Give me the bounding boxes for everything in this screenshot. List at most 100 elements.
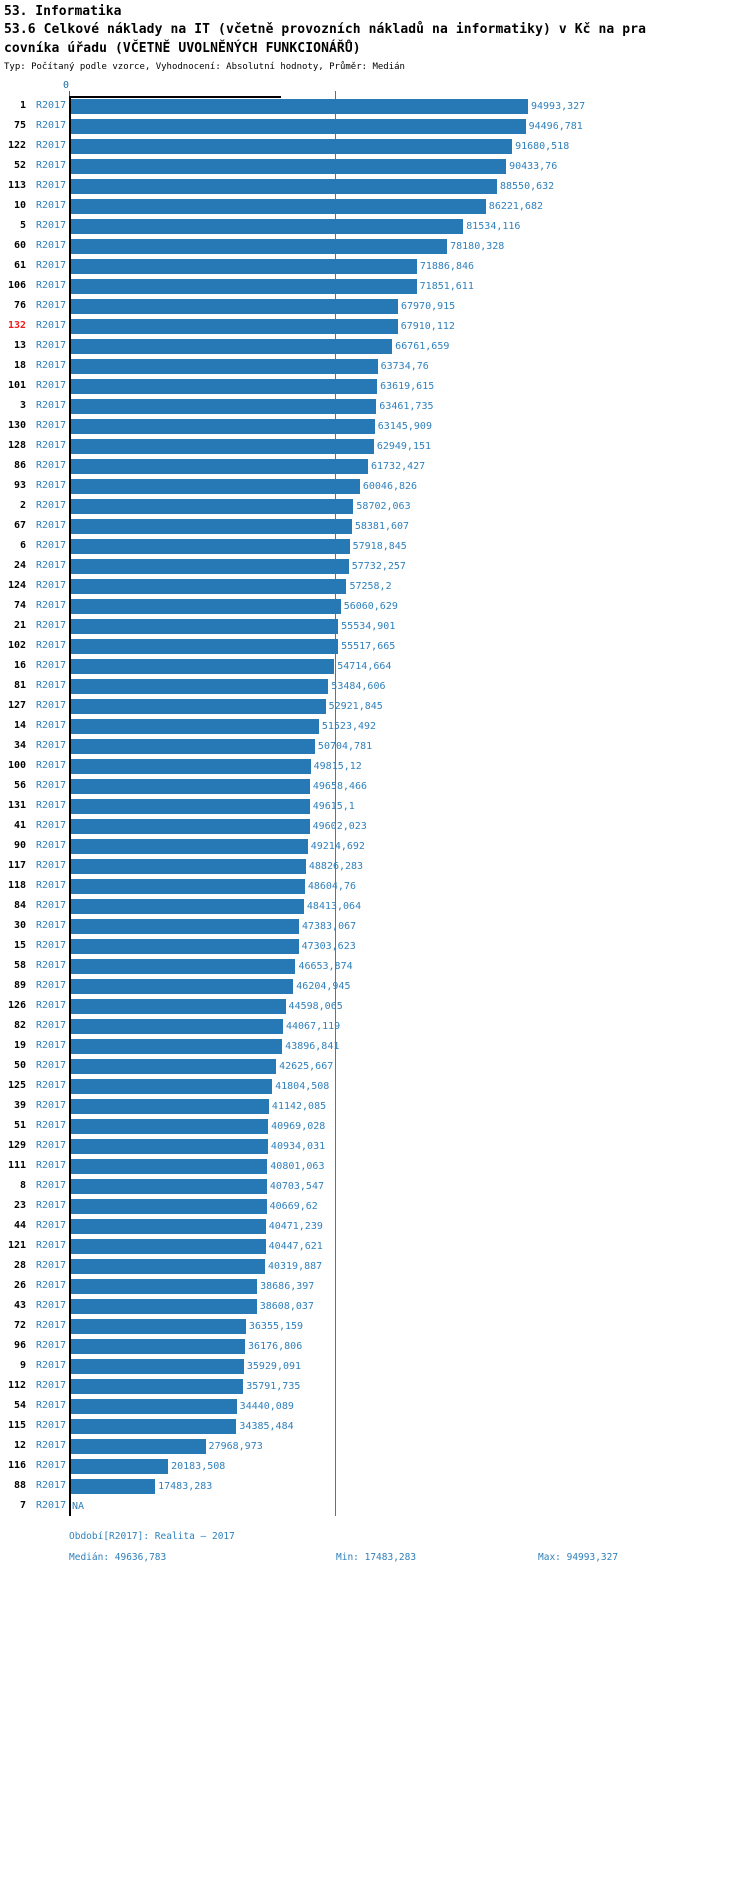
chart-row[interactable]: 21 R2017 55534,901 [0, 616, 750, 636]
row-bar[interactable] [71, 1019, 283, 1034]
chart-row[interactable]: 58 R2017 46653,874 [0, 956, 750, 976]
row-bar[interactable] [71, 179, 497, 194]
row-bar[interactable] [71, 979, 294, 994]
row-bar[interactable] [71, 1219, 266, 1234]
row-bar[interactable] [71, 239, 448, 254]
chart-row[interactable]: 74 R2017 56060,629 [0, 596, 750, 616]
row-bar[interactable] [71, 1459, 169, 1474]
row-bar[interactable] [71, 579, 347, 594]
row-bar[interactable] [71, 639, 339, 654]
chart-row[interactable]: 52 R2017 90433,76 [0, 156, 750, 176]
chart-row[interactable]: 43 R2017 38608,037 [0, 1296, 750, 1316]
row-bar[interactable] [71, 1359, 244, 1374]
row-bar[interactable] [71, 359, 378, 374]
chart-row[interactable]: 122 R2017 91680,518 [0, 136, 750, 156]
row-bar[interactable] [71, 719, 319, 734]
chart-row[interactable]: 61 R2017 71886,846 [0, 256, 750, 276]
row-bar[interactable] [71, 379, 378, 394]
chart-row[interactable]: 39 R2017 41142,085 [0, 1096, 750, 1116]
row-bar[interactable] [71, 399, 377, 414]
row-bar[interactable] [71, 1299, 257, 1314]
chart-row[interactable]: 44 R2017 40471,239 [0, 1216, 750, 1236]
row-bar[interactable] [71, 779, 310, 794]
chart-row[interactable]: 26 R2017 38686,397 [0, 1276, 750, 1296]
row-bar[interactable] [71, 519, 352, 534]
chart-row[interactable]: 96 R2017 36176,806 [0, 1336, 750, 1356]
chart-row[interactable]: 13 R2017 66761,659 [0, 336, 750, 356]
row-bar[interactable] [71, 99, 528, 114]
chart-row[interactable]: 50 R2017 42625,667 [0, 1056, 750, 1076]
row-bar[interactable] [71, 619, 339, 634]
chart-row[interactable]: 106 R2017 71851,611 [0, 276, 750, 296]
row-bar[interactable] [71, 759, 311, 774]
row-bar[interactable] [71, 739, 315, 754]
row-bar[interactable] [71, 819, 310, 834]
chart-row[interactable]: 5 R2017 81534,116 [0, 216, 750, 236]
row-bar[interactable] [71, 1239, 266, 1254]
row-bar[interactable] [71, 279, 417, 294]
row-bar[interactable] [71, 339, 393, 354]
chart-row[interactable]: 51 R2017 40969,028 [0, 1116, 750, 1136]
row-bar[interactable] [71, 319, 398, 334]
row-bar[interactable] [71, 659, 335, 674]
chart-row[interactable]: 9 R2017 35929,091 [0, 1356, 750, 1376]
chart-row[interactable]: 12 R2017 27968,973 [0, 1436, 750, 1456]
row-bar[interactable] [71, 499, 354, 514]
chart-row[interactable]: 128 R2017 62949,151 [0, 436, 750, 456]
chart-row[interactable]: 8 R2017 40703,547 [0, 1176, 750, 1196]
chart-row[interactable]: 115 R2017 34385,484 [0, 1416, 750, 1436]
chart-row[interactable]: 10 R2017 86221,682 [0, 196, 750, 216]
row-bar[interactable] [71, 1099, 269, 1114]
chart-row[interactable]: 129 R2017 40934,031 [0, 1136, 750, 1156]
chart-row[interactable]: 89 R2017 46204,945 [0, 976, 750, 996]
row-bar[interactable] [71, 1399, 237, 1414]
chart-row[interactable]: 101 R2017 63619,615 [0, 376, 750, 396]
chart-row[interactable]: 121 R2017 40447,621 [0, 1236, 750, 1256]
row-bar[interactable] [71, 599, 341, 614]
chart-row[interactable]: 93 R2017 60046,826 [0, 476, 750, 496]
row-bar[interactable] [71, 1119, 269, 1134]
chart-row[interactable]: 81 R2017 53484,606 [0, 676, 750, 696]
chart-row[interactable]: 112 R2017 35791,735 [0, 1376, 750, 1396]
row-bar[interactable] [71, 159, 507, 174]
row-bar[interactable] [71, 679, 329, 694]
chart-row[interactable]: 2 R2017 58702,063 [0, 496, 750, 516]
chart-row[interactable]: 18 R2017 63734,76 [0, 356, 750, 376]
row-bar[interactable] [71, 139, 513, 154]
chart-row[interactable]: 3 R2017 63461,735 [0, 396, 750, 416]
chart-row[interactable]: 60 R2017 78180,328 [0, 236, 750, 256]
row-bar[interactable] [71, 899, 304, 914]
chart-row[interactable]: 67 R2017 58381,607 [0, 516, 750, 536]
row-bar[interactable] [71, 1059, 277, 1074]
row-bar[interactable] [71, 439, 374, 454]
chart-row[interactable]: 28 R2017 40319,887 [0, 1256, 750, 1276]
chart-row[interactable]: 116 R2017 20183,508 [0, 1456, 750, 1476]
chart-row[interactable]: 24 R2017 57732,257 [0, 556, 750, 576]
row-bar[interactable] [71, 119, 526, 134]
row-bar[interactable] [71, 199, 486, 214]
chart-row[interactable]: 124 R2017 57258,2 [0, 576, 750, 596]
chart-row[interactable]: 6 R2017 57918,845 [0, 536, 750, 556]
row-bar[interactable] [71, 1279, 258, 1294]
chart-row[interactable]: 82 R2017 44067,119 [0, 1016, 750, 1036]
row-bar[interactable] [71, 859, 306, 874]
row-bar[interactable] [71, 1439, 206, 1454]
row-bar[interactable] [71, 419, 375, 434]
chart-row[interactable]: 126 R2017 44598,065 [0, 996, 750, 1016]
chart-row[interactable]: 90 R2017 49214,692 [0, 836, 750, 856]
row-bar[interactable] [71, 539, 350, 554]
row-bar[interactable] [71, 839, 308, 854]
chart-row[interactable]: 86 R2017 61732,427 [0, 456, 750, 476]
row-bar[interactable] [71, 1339, 246, 1354]
chart-row[interactable]: 23 R2017 40669,62 [0, 1196, 750, 1216]
row-bar[interactable] [71, 1379, 244, 1394]
chart-row[interactable]: 7 R2017 NA [0, 1496, 750, 1516]
row-bar[interactable] [71, 479, 360, 494]
chart-row[interactable]: 72 R2017 36355,159 [0, 1316, 750, 1336]
chart-row[interactable]: 56 R2017 49658,466 [0, 776, 750, 796]
row-bar[interactable] [71, 1039, 283, 1054]
chart-row[interactable]: 131 R2017 49615,1 [0, 796, 750, 816]
row-bar[interactable] [71, 1079, 273, 1094]
chart-row[interactable]: 125 R2017 41804,508 [0, 1076, 750, 1096]
row-bar[interactable] [71, 259, 417, 274]
